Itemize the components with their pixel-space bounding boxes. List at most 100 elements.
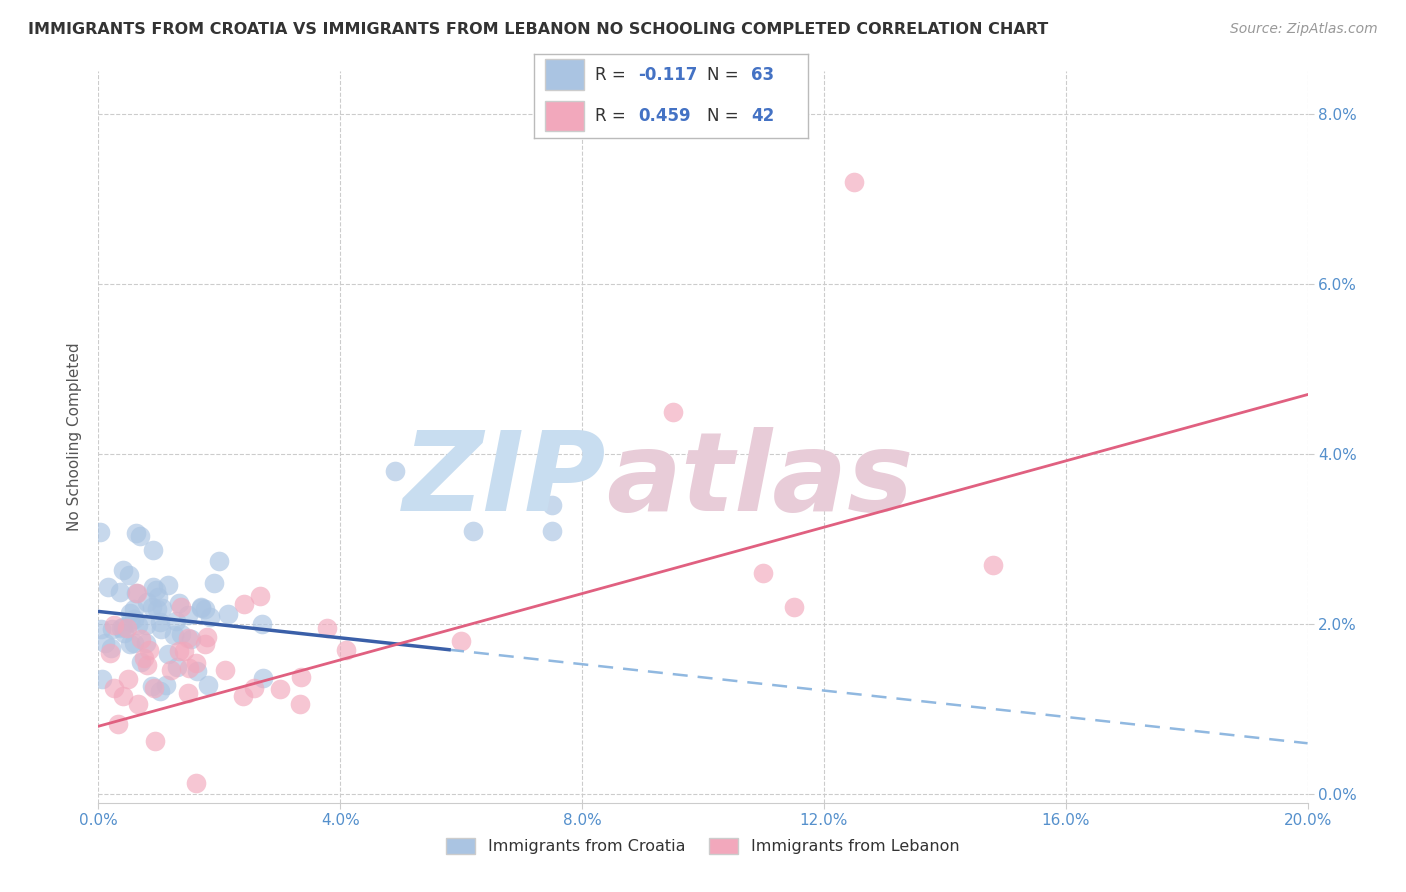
Point [190,601,212,615]
Point [194,602,217,616]
Point [450,634,472,648]
Point [103,681,125,696]
Point [232,690,254,704]
Point [170,627,193,641]
Point [783,600,806,615]
Point [111,690,134,704]
Point [135,636,157,650]
Point [110,622,132,636]
FancyBboxPatch shape [546,101,583,131]
Point [252,671,274,685]
Point [143,734,166,748]
Text: R =: R = [595,107,631,125]
Point [118,615,141,629]
Text: 63: 63 [751,66,773,84]
Point [107,716,129,731]
Point [97,580,120,594]
Point [243,681,266,695]
Point [540,524,562,538]
Text: 42: 42 [751,107,775,125]
Text: Source: ZipAtlas.com: Source: ZipAtlas.com [1230,22,1378,37]
Point [155,678,177,692]
Point [142,543,165,558]
Point [94,636,117,650]
Text: 0.459: 0.459 [638,107,692,125]
Point [110,585,132,599]
Point [384,464,406,478]
Point [138,643,160,657]
Point [173,644,195,658]
Legend: Immigrants from Croatia, Immigrants from Lebanon: Immigrants from Croatia, Immigrants from… [440,831,966,861]
Point [163,628,186,642]
Point [249,589,271,603]
Point [186,664,208,678]
Point [124,612,146,626]
Point [167,596,190,610]
Text: IMMIGRANTS FROM CROATIA VS IMMIGRANTS FROM LEBANON NO SCHOOLING COMPLETED CORREL: IMMIGRANTS FROM CROATIA VS IMMIGRANTS FR… [28,22,1049,37]
Text: atlas: atlas [606,427,914,534]
Point [127,697,149,711]
Point [142,580,165,594]
Point [150,601,173,615]
Point [120,637,142,651]
Point [127,617,149,632]
Point [250,617,273,632]
Point [217,607,239,621]
Point [125,586,148,600]
Point [120,606,142,620]
Point [195,630,218,644]
Point [184,656,207,670]
Point [145,582,167,597]
Point [752,566,775,581]
Point [177,661,200,675]
Point [176,607,198,622]
Point [190,599,212,614]
Point [101,622,124,636]
Text: N =: N = [707,107,744,125]
Point [131,656,153,670]
Point [167,644,190,658]
Point [166,660,188,674]
Point [165,614,187,628]
Point [661,404,683,418]
Point [145,602,167,616]
Point [290,670,312,684]
Point [159,663,181,677]
Point [91,672,114,686]
Point [463,524,485,538]
Point [193,637,215,651]
Point [233,597,256,611]
Point [141,600,163,615]
Point [146,590,169,604]
Text: -0.117: -0.117 [638,66,697,84]
Point [184,775,207,789]
Point [112,626,135,640]
Point [177,686,200,700]
Point [177,631,200,645]
Point [128,528,150,542]
Point [129,632,152,647]
Point [90,623,112,637]
Point [103,618,125,632]
Point [141,679,163,693]
Point [180,632,202,646]
Point [170,600,193,615]
Point [112,620,135,634]
Point [111,563,134,577]
Point [149,683,172,698]
Point [156,578,179,592]
Point [136,657,159,672]
FancyBboxPatch shape [546,60,583,90]
Point [844,175,866,189]
Point [149,615,172,630]
Point [335,643,357,657]
Point [316,621,339,635]
Point [157,647,180,661]
Point [122,602,145,616]
Point [100,640,122,655]
Point [202,575,225,590]
Text: R =: R = [595,66,631,84]
Point [288,698,311,712]
Point [125,586,148,600]
Point [207,554,229,568]
